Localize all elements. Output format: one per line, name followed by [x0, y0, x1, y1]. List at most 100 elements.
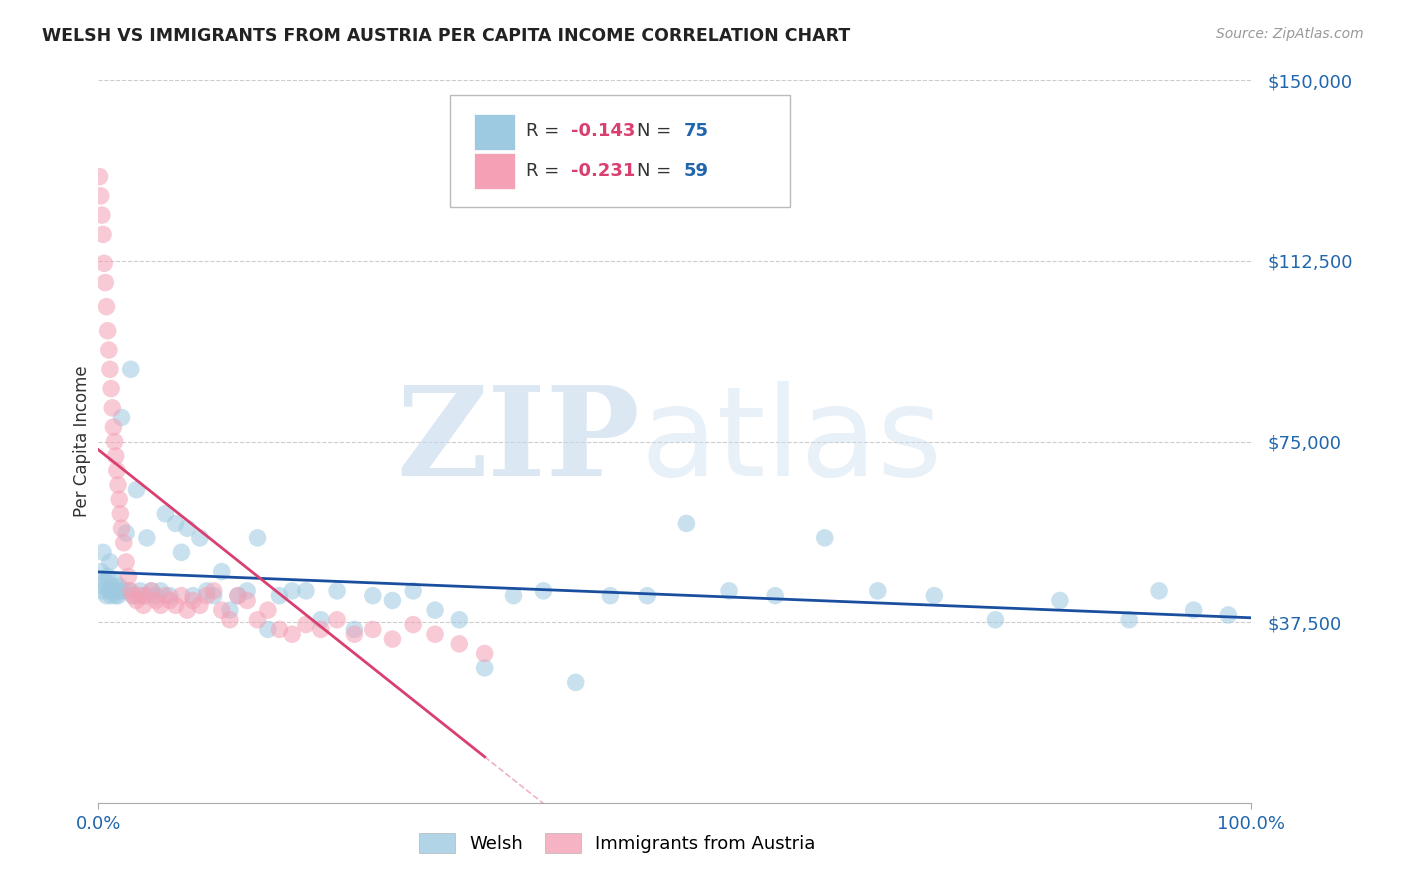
Point	[257, 603, 280, 617]
Point	[122, 589, 145, 603]
Text: 59: 59	[685, 161, 709, 179]
Point	[984, 613, 1007, 627]
Text: -0.143: -0.143	[571, 122, 636, 140]
Point	[381, 593, 404, 607]
Point	[165, 599, 187, 613]
Point	[718, 583, 741, 598]
Point	[361, 623, 384, 637]
Point	[91, 545, 114, 559]
Point	[103, 434, 125, 449]
Point	[90, 583, 112, 598]
Point	[176, 603, 198, 617]
Point	[599, 589, 621, 603]
Text: WELSH VS IMMIGRANTS FROM AUSTRIA PER CAPITA INCOME CORRELATION CHART: WELSH VS IMMIGRANTS FROM AUSTRIA PER CAP…	[42, 27, 851, 45]
Point	[107, 478, 129, 492]
Point	[115, 526, 138, 541]
Point	[202, 583, 225, 598]
Point	[218, 603, 240, 617]
Point	[343, 623, 366, 637]
Point	[97, 569, 120, 583]
Point	[281, 627, 304, 641]
Point	[1118, 613, 1140, 627]
Point	[90, 565, 112, 579]
Point	[141, 583, 163, 598]
Point	[97, 583, 120, 598]
Y-axis label: Per Capita Income: Per Capita Income	[73, 366, 91, 517]
Point	[474, 647, 496, 661]
Point	[125, 483, 148, 497]
Point	[326, 613, 349, 627]
Text: R =: R =	[526, 161, 565, 179]
Point	[129, 583, 152, 598]
Point	[110, 521, 132, 535]
Point	[108, 579, 131, 593]
Point	[89, 169, 111, 184]
Point	[269, 623, 291, 637]
Point	[402, 583, 425, 598]
Point	[295, 583, 318, 598]
Point	[636, 589, 658, 603]
Point	[246, 531, 269, 545]
Point	[96, 589, 118, 603]
FancyBboxPatch shape	[450, 95, 790, 207]
Point	[122, 589, 145, 603]
Point	[108, 492, 131, 507]
Point	[361, 589, 384, 603]
Point	[211, 603, 233, 617]
Point	[117, 583, 139, 598]
Point	[502, 589, 524, 603]
Point	[105, 583, 128, 598]
Point	[115, 555, 138, 569]
Point	[165, 516, 187, 531]
Point	[117, 569, 139, 583]
Point	[246, 613, 269, 627]
Point	[449, 637, 471, 651]
Point	[564, 675, 586, 690]
Point	[170, 589, 193, 603]
Point	[188, 599, 211, 613]
Point	[94, 276, 117, 290]
Text: 75: 75	[685, 122, 709, 140]
Point	[1218, 607, 1240, 622]
Text: ZIP: ZIP	[396, 381, 640, 502]
Point	[90, 189, 112, 203]
Point	[181, 593, 204, 607]
Point	[449, 613, 471, 627]
Point	[236, 583, 259, 598]
Point	[343, 627, 366, 641]
Point	[94, 574, 117, 589]
Point	[170, 545, 193, 559]
Text: N =: N =	[637, 161, 676, 179]
Point	[924, 589, 946, 603]
Point	[104, 589, 127, 603]
Point	[295, 617, 318, 632]
Point	[120, 362, 142, 376]
Point	[236, 593, 259, 607]
Point	[107, 589, 129, 603]
Point	[181, 589, 204, 603]
Text: N =: N =	[637, 122, 676, 140]
Point	[132, 589, 155, 603]
Point	[155, 589, 177, 603]
Point	[98, 362, 121, 376]
Point	[103, 583, 125, 598]
Point	[93, 579, 115, 593]
Point	[112, 535, 135, 549]
Point	[218, 613, 240, 627]
Point	[103, 420, 125, 434]
Point	[474, 661, 496, 675]
Point	[155, 507, 177, 521]
Point	[101, 401, 124, 415]
Point	[101, 579, 124, 593]
Point	[423, 603, 446, 617]
Point	[125, 593, 148, 607]
FancyBboxPatch shape	[474, 153, 515, 189]
Point	[188, 531, 211, 545]
Point	[149, 599, 172, 613]
Point	[112, 583, 135, 598]
Point	[269, 589, 291, 603]
Point	[93, 256, 115, 270]
Point	[90, 208, 112, 222]
Point	[176, 521, 198, 535]
Point	[402, 617, 425, 632]
